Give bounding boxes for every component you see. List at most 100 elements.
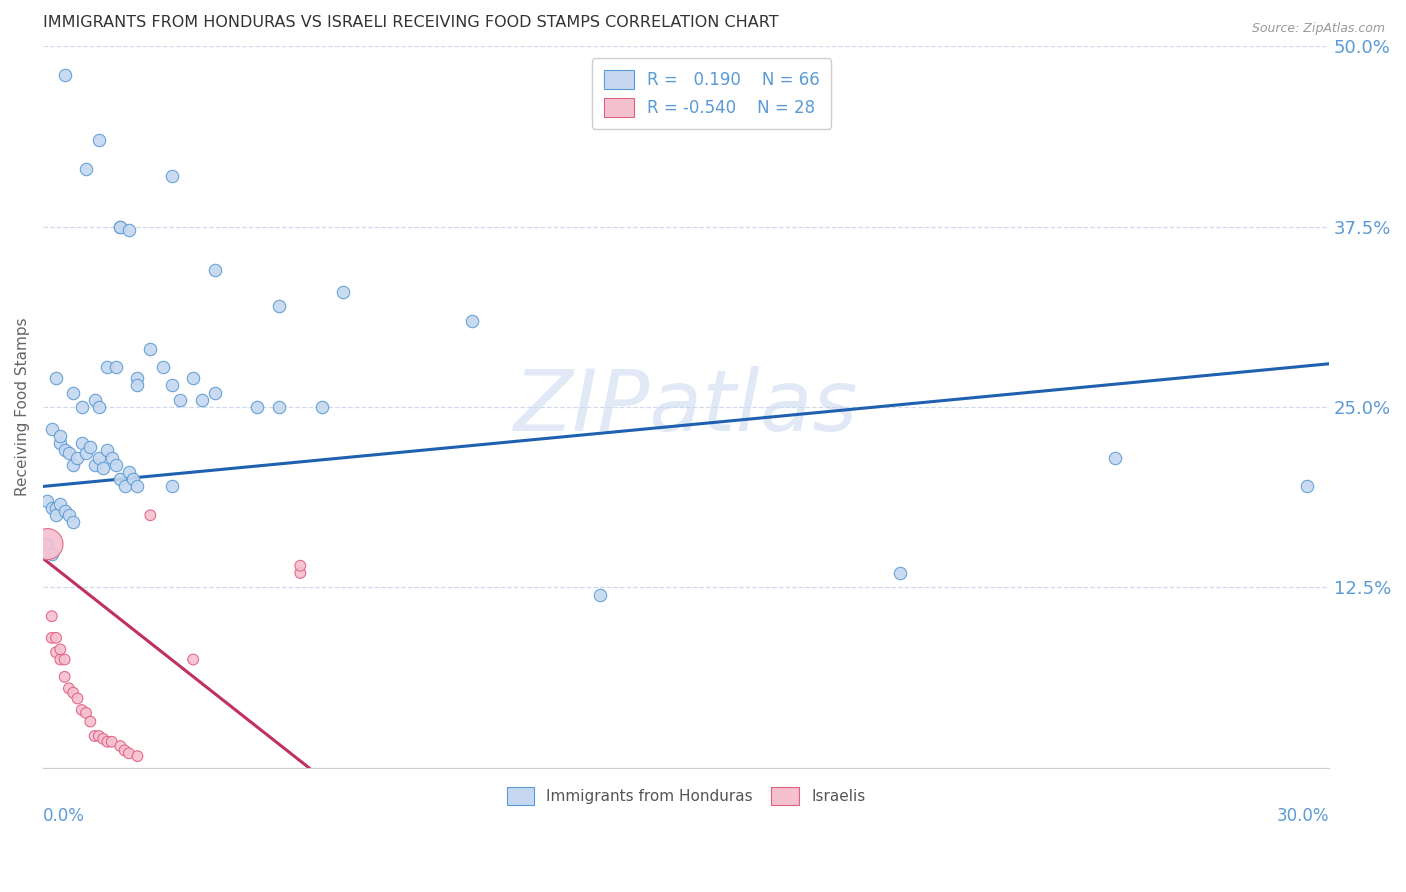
Point <box>114 479 136 493</box>
Point <box>114 743 136 757</box>
Legend: Immigrants from Honduras, Israelis: Immigrants from Honduras, Israelis <box>498 778 875 814</box>
Point <box>1296 479 1319 493</box>
Text: 30.0%: 30.0% <box>1277 807 1329 825</box>
Point <box>45 631 67 645</box>
Point <box>87 133 110 147</box>
Point <box>110 219 132 234</box>
Point <box>75 446 97 460</box>
Point <box>118 222 141 236</box>
Point <box>37 493 59 508</box>
Point <box>66 450 89 465</box>
Point <box>290 558 312 573</box>
Point <box>290 566 312 580</box>
Point <box>79 441 101 455</box>
Point <box>96 735 118 749</box>
Point <box>267 299 290 313</box>
Text: 0.0%: 0.0% <box>44 807 86 825</box>
Point <box>58 446 80 460</box>
Point <box>41 547 63 561</box>
Point <box>204 385 226 400</box>
Point <box>96 443 118 458</box>
Point <box>110 219 132 234</box>
Point <box>87 729 110 743</box>
Point <box>1104 450 1126 465</box>
Point <box>49 436 72 450</box>
Point <box>62 385 84 400</box>
Point <box>58 508 80 523</box>
Point <box>83 729 105 743</box>
Point <box>204 263 226 277</box>
Text: IMMIGRANTS FROM HONDURAS VS ISRAELI RECEIVING FOOD STAMPS CORRELATION CHART: IMMIGRANTS FROM HONDURAS VS ISRAELI RECE… <box>44 15 779 30</box>
Point <box>139 508 162 523</box>
Point <box>37 537 59 551</box>
Point <box>122 472 145 486</box>
Point <box>58 681 80 696</box>
Point <box>62 686 84 700</box>
Point <box>79 714 101 729</box>
Y-axis label: Receiving Food Stamps: Receiving Food Stamps <box>15 318 30 496</box>
Point <box>118 465 141 479</box>
Point <box>181 652 204 666</box>
Point <box>49 497 72 511</box>
Point <box>70 400 93 414</box>
Point <box>100 450 122 465</box>
Point <box>66 691 89 706</box>
Point <box>37 537 59 551</box>
Point <box>41 609 63 624</box>
Point <box>83 392 105 407</box>
Point <box>160 479 183 493</box>
Point <box>160 378 183 392</box>
Point <box>49 642 72 657</box>
Point <box>91 731 114 746</box>
Point <box>118 746 141 760</box>
Point <box>160 169 183 184</box>
Point <box>105 458 128 472</box>
Point <box>62 516 84 530</box>
Point <box>127 371 149 385</box>
Point <box>105 359 128 374</box>
Point <box>49 429 72 443</box>
Point <box>45 508 67 523</box>
Text: Source: ZipAtlas.com: Source: ZipAtlas.com <box>1251 22 1385 36</box>
Point <box>49 652 72 666</box>
Point <box>181 371 204 385</box>
Point <box>139 343 162 357</box>
Point <box>889 566 911 580</box>
Point <box>41 501 63 516</box>
Point <box>461 313 484 327</box>
Point <box>53 652 76 666</box>
Point <box>41 631 63 645</box>
Point <box>152 359 174 374</box>
Point <box>100 735 122 749</box>
Point <box>96 359 118 374</box>
Point <box>45 501 67 516</box>
Text: ZIPatlas: ZIPatlas <box>513 366 858 449</box>
Point <box>311 400 333 414</box>
Point <box>70 703 93 717</box>
Point <box>87 450 110 465</box>
Point <box>53 68 76 82</box>
Point <box>246 400 269 414</box>
Point <box>45 645 67 659</box>
Point <box>62 458 84 472</box>
Point <box>589 588 612 602</box>
Point <box>53 443 76 458</box>
Point <box>41 422 63 436</box>
Point <box>110 739 132 753</box>
Point <box>127 378 149 392</box>
Point <box>87 400 110 414</box>
Point <box>332 285 354 299</box>
Point <box>110 472 132 486</box>
Point <box>127 749 149 764</box>
Point <box>91 460 114 475</box>
Point <box>70 436 93 450</box>
Point <box>75 162 97 177</box>
Point <box>75 706 97 720</box>
Point <box>169 392 191 407</box>
Point <box>267 400 290 414</box>
Point <box>53 504 76 518</box>
Point <box>53 670 76 684</box>
Point <box>190 392 212 407</box>
Point <box>83 458 105 472</box>
Point <box>45 371 67 385</box>
